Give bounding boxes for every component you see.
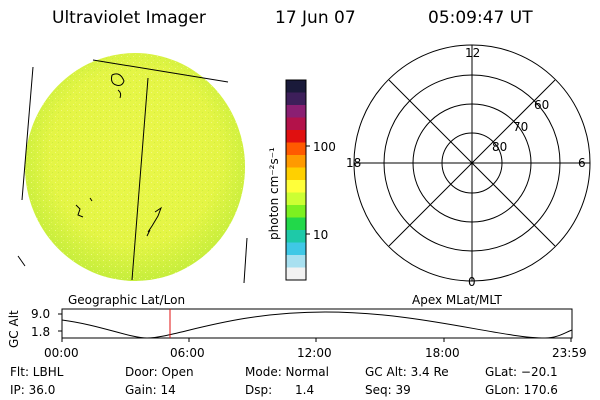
timeline-x-tick: 00:00	[44, 346, 79, 360]
status-gc-alt: GC Alt: 3.4 Re	[365, 365, 449, 379]
status-gain: Gain: 14	[125, 383, 176, 397]
altitude-timeline	[58, 308, 573, 342]
colorbar-band	[286, 130, 306, 143]
status-ip: IP: 36.0	[10, 383, 56, 397]
colorbar-band	[286, 155, 306, 168]
mlat-label-60: 60	[534, 98, 550, 112]
timeline-y-tick-min: 1.8	[31, 325, 51, 339]
timeline-x-tick: 12:00	[297, 346, 332, 360]
longitude-line	[131, 77, 149, 281]
status-glat: GLat: −20.1	[485, 365, 558, 379]
colorbar	[285, 79, 310, 281]
timeline-frame	[61, 308, 573, 339]
colorbar-band	[286, 180, 306, 193]
instrument-title: Ultraviolet Imager	[52, 8, 206, 28]
colorbar-band	[286, 167, 306, 181]
geographic-label: Geographic Lat/Lon	[68, 293, 186, 307]
mlt-label-0: 0	[468, 275, 476, 289]
mlt-label-18: 18	[346, 156, 362, 170]
observation-date: 17 Jun 07	[275, 8, 356, 28]
status-dsp: Dsp: 1.4	[245, 383, 315, 397]
mlat-label-70: 70	[513, 120, 529, 134]
timeline-x-tick: 23:59	[552, 346, 587, 360]
latitude-line	[92, 59, 229, 83]
timeline-y-tick-max: 9.0	[31, 307, 51, 321]
observation-time: 05:09:47 UT	[428, 8, 533, 28]
status-glon: GLon: 170.6	[485, 383, 558, 397]
timeline-x-tick: 06:00	[170, 346, 205, 360]
status-mode: Mode: Normal	[245, 365, 329, 379]
colorbar-band	[286, 142, 306, 156]
timeline-y-label: GC Alt	[7, 310, 21, 348]
colorbar-band	[286, 230, 306, 243]
polar-diagonal	[388, 79, 556, 247]
altitude-curve	[61, 311, 573, 339]
colorbar-band	[286, 92, 306, 106]
colorbar-band	[286, 105, 306, 118]
colorbar-band	[286, 267, 306, 281]
colorbar-band	[286, 255, 306, 268]
colorbar-tick-10: 10	[313, 228, 329, 242]
colorbar-unit-label: photon cm⁻²s⁻¹	[267, 147, 281, 240]
colorbar-tick-100: 100	[313, 140, 336, 154]
grid-fragment	[17, 255, 26, 267]
status-door: Door: Open	[125, 365, 194, 379]
longitude-line	[243, 237, 248, 284]
colorbar-band	[286, 80, 306, 93]
colorbar-band	[286, 217, 306, 231]
status-seq: Seq: 39	[365, 383, 411, 397]
coastline-overlay	[75, 73, 163, 237]
polar-plot	[353, 44, 591, 282]
colorbar-band	[286, 192, 306, 206]
apex-label: Apex MLat/MLT	[412, 293, 502, 307]
timeline-x-tick: 18:00	[425, 346, 460, 360]
status-filter: Flt: LBHL	[10, 365, 64, 379]
mlt-label-12: 12	[465, 46, 481, 60]
mlat-label-80: 80	[492, 140, 508, 154]
longitude-line	[21, 66, 34, 201]
colorbar-band	[286, 117, 306, 131]
colorbar-band	[286, 242, 306, 256]
mlt-label-6: 6	[578, 156, 586, 170]
colorbar-band	[286, 205, 306, 218]
auroral-image	[17, 53, 248, 284]
